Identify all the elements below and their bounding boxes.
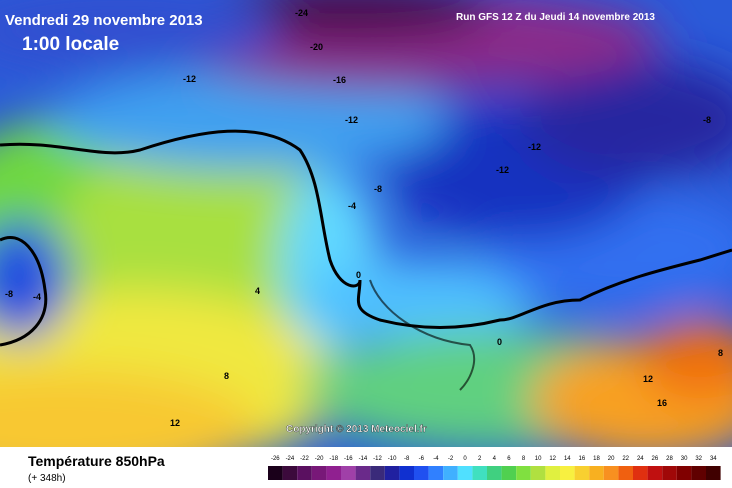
scale-swatch	[603, 466, 619, 480]
scale-label: 28	[666, 456, 673, 462]
scale-label: -4	[433, 456, 439, 462]
contour-label: -8	[374, 184, 382, 194]
contour-label: -8	[5, 289, 13, 299]
scale-label: -8	[404, 456, 410, 462]
run-info: Run GFS 12 Z du Jeudi 14 novembre 2013	[456, 12, 655, 23]
contour-label: 12	[170, 418, 180, 428]
scale-swatch	[676, 466, 692, 480]
scale-label: 24	[637, 456, 644, 462]
scale-swatch	[472, 466, 487, 480]
scale-label: 10	[535, 456, 542, 462]
scale-swatch	[399, 466, 414, 480]
contour-label: 16	[657, 398, 667, 408]
scale-label: 14	[564, 456, 571, 462]
date: Vendredi 29 novembre 2013	[5, 12, 203, 29]
contour-label: -4	[348, 201, 356, 211]
contour-label: -8	[703, 115, 711, 125]
scale-label: 30	[681, 456, 688, 462]
footer-title: Température 850hPa	[28, 453, 165, 469]
scale-swatch	[355, 466, 371, 480]
scale-swatch	[560, 466, 575, 480]
scale-label: 20	[608, 456, 615, 462]
scale-swatch	[428, 466, 444, 480]
scale-label: -10	[388, 456, 397, 462]
scale-swatch	[384, 466, 400, 480]
scale-label: 22	[622, 456, 629, 462]
scale-swatch	[457, 466, 473, 480]
scale-label: 0	[463, 456, 467, 462]
contour-label: -12	[496, 165, 509, 175]
scale-swatch	[311, 466, 327, 480]
contour-labels: -24 -20 -16 -12 -12 -12 -12 -8 -8 -8 -4 …	[5, 8, 723, 428]
scale-label: 18	[593, 456, 600, 462]
copyright: Copyright © 2013 Meteociel.fr	[286, 424, 427, 435]
scale-swatch	[326, 466, 341, 480]
scale-label: 34	[710, 456, 717, 462]
contour-label: -4	[33, 292, 41, 302]
contour-label: -16	[333, 75, 346, 85]
scale-swatch	[618, 466, 633, 480]
scale-swatch	[282, 466, 298, 480]
contour-label: -20	[310, 42, 323, 52]
scale-swatch	[633, 466, 648, 480]
scale-swatch	[574, 466, 590, 480]
contour-label: 8	[718, 348, 723, 358]
scale-swatch	[516, 466, 531, 480]
scale-swatch	[647, 466, 663, 480]
scale-label: 2	[478, 456, 482, 462]
contour-label: 4	[255, 286, 260, 296]
contour-label: 0	[356, 270, 361, 280]
scale-label: -24	[286, 456, 295, 462]
scale-swatch	[545, 466, 560, 480]
scale-label: -20	[315, 456, 324, 462]
scale-label: -16	[344, 456, 353, 462]
contour-label: -24	[295, 8, 308, 18]
footer-lead: (+ 348h)	[28, 473, 66, 484]
scale-swatch	[341, 466, 356, 480]
scale-label: 16	[579, 456, 586, 462]
scale-swatch	[443, 466, 458, 480]
contour-label: 8	[224, 371, 229, 381]
scale-label: 6	[507, 456, 511, 462]
scale-label: 4	[493, 456, 497, 462]
scale-label: 12	[549, 456, 556, 462]
contour-label: 12	[643, 374, 653, 384]
scale-swatch	[297, 466, 312, 480]
scale-label: -26	[271, 456, 280, 462]
scale-label: 26	[652, 456, 659, 462]
color-scale: -26 -24 -22 -20 -18 -16 -14 -12 -10 -8 -6 -4 -2 0 2 4 6 8…	[268, 456, 721, 480]
contour-label: -12	[345, 115, 358, 125]
scale-label: -18	[329, 456, 338, 462]
scale-swatch	[691, 466, 706, 480]
scale-swatch	[501, 466, 517, 480]
contour-label: -12	[183, 74, 196, 84]
scale-swatch	[487, 466, 502, 480]
scale-label: -22	[300, 456, 309, 462]
scale-label: -12	[373, 456, 382, 462]
scale-swatch	[530, 466, 546, 480]
contour-label: 0	[497, 337, 502, 347]
scale-swatch	[370, 466, 385, 480]
scale-swatch	[706, 466, 721, 480]
scale-swatch	[414, 466, 429, 480]
scale-swatch	[589, 466, 604, 480]
scale-label: -14	[359, 456, 368, 462]
scale-swatch	[662, 466, 677, 480]
scale-label: -2	[448, 456, 454, 462]
scale-label: 8	[522, 456, 526, 462]
scale-label: 32	[695, 456, 702, 462]
time: 1:00 locale	[22, 34, 119, 55]
scale-label: -6	[419, 456, 425, 462]
contour-label: -12	[528, 142, 541, 152]
scale-swatch	[268, 466, 283, 480]
